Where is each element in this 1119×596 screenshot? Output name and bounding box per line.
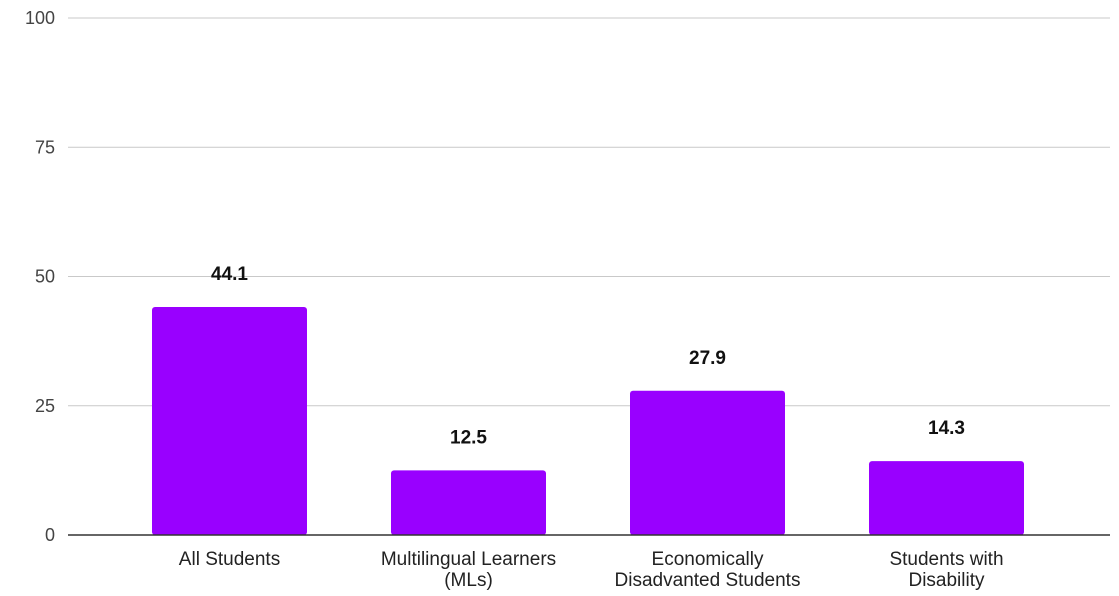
y-tick-label: 25: [35, 396, 55, 416]
x-tick-label: Students with Disability: [889, 549, 1003, 591]
data-label: 12.5: [450, 427, 487, 448]
y-tick-label: 100: [25, 8, 55, 28]
data-label: 44.1: [211, 264, 248, 285]
bars: [152, 307, 1024, 535]
bar: [152, 307, 307, 535]
x-axis-ticks: All Students Multilingual Learners (MLs) Ec…: [179, 549, 1004, 591]
bar: [391, 470, 546, 535]
x-tick-label: All Students: [179, 549, 280, 570]
bar: [630, 390, 785, 535]
data-label: 14.3: [928, 418, 965, 439]
y-tick-label: 50: [35, 267, 55, 287]
data-label: 27.9: [689, 348, 726, 369]
bar: [869, 461, 1024, 535]
y-tick-label: 75: [35, 137, 55, 157]
x-tick-label: Multilingual Learners (MLs): [381, 549, 556, 591]
gridlines: [68, 17, 1110, 407]
data-labels: 44.1 12.5 27.9 14.3: [211, 264, 965, 448]
y-tick-label: 0: [45, 525, 55, 545]
y-axis-ticks: 0 25 50 75 100: [25, 8, 55, 545]
x-tick-label: Economically Disadvanted Students: [615, 549, 801, 591]
